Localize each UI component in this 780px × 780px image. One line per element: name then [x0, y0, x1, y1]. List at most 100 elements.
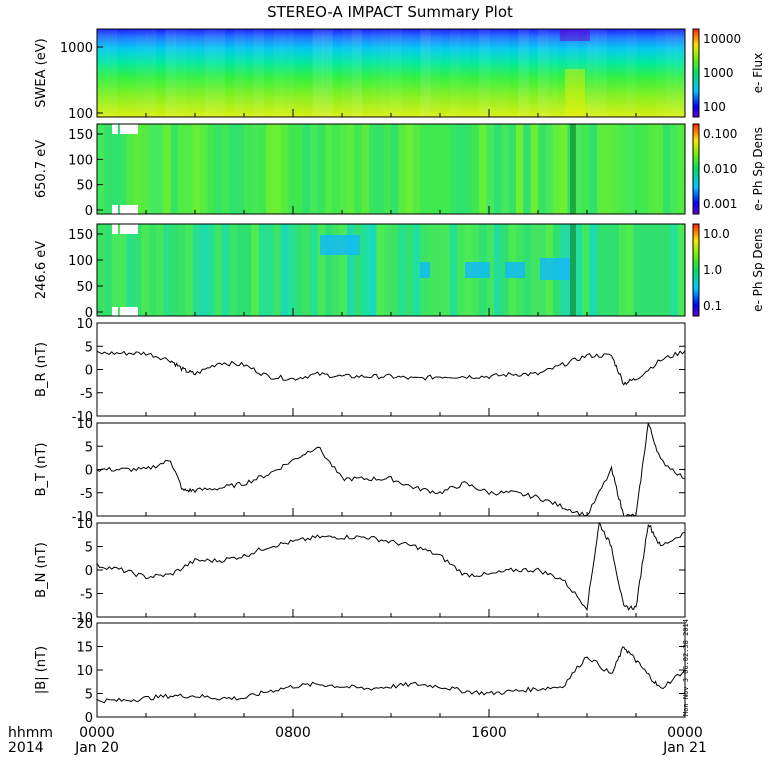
spectrogram-column	[264, 29, 274, 117]
spectrogram-column	[133, 224, 142, 316]
spectrogram-column	[273, 224, 282, 316]
spectrogram-column	[626, 224, 635, 316]
spectrogram-column	[351, 29, 363, 117]
spectrogram-column	[148, 124, 157, 214]
series-line	[96, 350, 686, 386]
spectrogram-column	[618, 124, 627, 214]
spectrogram-column	[177, 124, 186, 214]
spectrogram-column	[371, 29, 382, 117]
data-gap	[112, 124, 118, 134]
y-tick-label: 5	[85, 440, 93, 455]
spectrogram-column	[440, 29, 450, 117]
spectrogram-column	[317, 224, 326, 316]
spectrogram-column	[224, 29, 234, 117]
spectrogram-column	[141, 224, 149, 316]
spectrogram-column	[244, 124, 252, 214]
spectrogram-column	[332, 224, 341, 316]
spectrogram-feature	[420, 262, 430, 278]
y-axis-label: B_N (nT)	[34, 542, 49, 598]
spectrogram-column	[156, 29, 166, 117]
spectrogram-column	[207, 224, 216, 316]
y-tick-label: 0	[85, 364, 93, 379]
spectrogram-column	[148, 224, 157, 316]
spectrogram-column	[302, 124, 311, 214]
spectrogram-column	[411, 29, 421, 117]
spectrogram-column	[604, 124, 612, 214]
spectrogram-column	[413, 224, 421, 316]
spectrogram-column	[234, 29, 245, 117]
y-tick-label: -10	[72, 510, 93, 525]
spectrogram-column	[207, 124, 216, 214]
spectrogram-column	[587, 29, 598, 117]
spectrogram-column	[258, 224, 267, 316]
data-gap	[120, 224, 138, 234]
y-tick-label: 150	[68, 128, 93, 143]
spectrogram-column	[280, 124, 289, 214]
spectrogram-column	[479, 124, 488, 214]
spectrogram-column	[214, 224, 223, 316]
spectrogram-column	[405, 224, 414, 316]
spectrogram-column	[146, 29, 157, 117]
y-tick-label: 100	[68, 254, 93, 269]
spectrogram-column	[376, 124, 385, 214]
spectrogram-column	[655, 124, 664, 214]
spectrogram-column	[464, 124, 473, 214]
spectrogram-column	[611, 124, 620, 214]
spectrogram-column	[442, 124, 451, 214]
spectrogram-column	[177, 224, 186, 316]
spectrogram-column	[362, 29, 372, 117]
spectrogram-column	[665, 29, 676, 117]
spectrogram-column	[469, 29, 479, 117]
spectrogram-column	[214, 29, 225, 117]
spectrogram-column	[530, 224, 539, 316]
spectrogram-column	[552, 124, 561, 214]
spectrogram-column	[273, 124, 282, 214]
spectrogram-column	[133, 124, 142, 214]
y-tick-label: 10	[76, 664, 93, 679]
spectrogram-column	[618, 224, 627, 316]
y-axis-label: 246.6 eV	[34, 241, 49, 299]
spectrogram-column	[221, 224, 230, 316]
spectrogram-column	[471, 124, 480, 214]
footer-hhmm: hhmm	[8, 725, 53, 741]
spectrogram-column	[324, 124, 333, 214]
spectrogram-column	[640, 224, 649, 316]
spectrogram-column	[214, 124, 223, 214]
spectrogram-column	[413, 124, 421, 214]
spectrogram-column	[398, 224, 407, 316]
y-axis-label: B_T (nT)	[34, 443, 49, 497]
spectrogram-column	[361, 224, 370, 316]
y-tick-label: 10	[76, 417, 93, 432]
spectrogram-column	[199, 124, 208, 214]
spectrogram-column	[317, 124, 326, 214]
spectrogram-column	[391, 124, 399, 214]
spectrogram-feature	[465, 262, 490, 278]
y-tick-label: 100	[68, 107, 93, 122]
spectrogram-column	[538, 29, 549, 117]
spectrogram-column	[401, 29, 411, 117]
spectrogram-column	[97, 224, 105, 316]
spectrogram-column	[339, 124, 348, 214]
plot-title: STEREO-A IMPACT Summary Plot	[267, 3, 513, 21]
spectrogram-column	[155, 124, 164, 214]
y-axis-label: |B| (nT)	[34, 646, 49, 694]
y-tick-label: 15	[76, 641, 93, 656]
colorbar-tick-label: 0.010	[703, 162, 737, 176]
spectrogram-column	[165, 29, 176, 117]
spectrogram-column	[589, 124, 598, 214]
spectrogram-column	[229, 224, 238, 316]
spectrogram-column	[266, 124, 274, 214]
colorbar-tick-label: 10000	[703, 32, 741, 46]
spectrogram-column	[293, 29, 303, 117]
spectrogram-column	[427, 224, 436, 316]
spectrogram-column	[126, 224, 135, 316]
x-tick-label: 0000	[667, 725, 703, 741]
spectrogram-column	[582, 224, 590, 316]
panel-frame	[96, 422, 686, 517]
spectrogram-column	[229, 124, 238, 214]
colorbar-tick-label: 100	[703, 100, 726, 114]
y-tick-label: 0	[85, 564, 93, 579]
spectrogram-column	[383, 224, 392, 316]
spectrogram-column	[457, 224, 465, 316]
